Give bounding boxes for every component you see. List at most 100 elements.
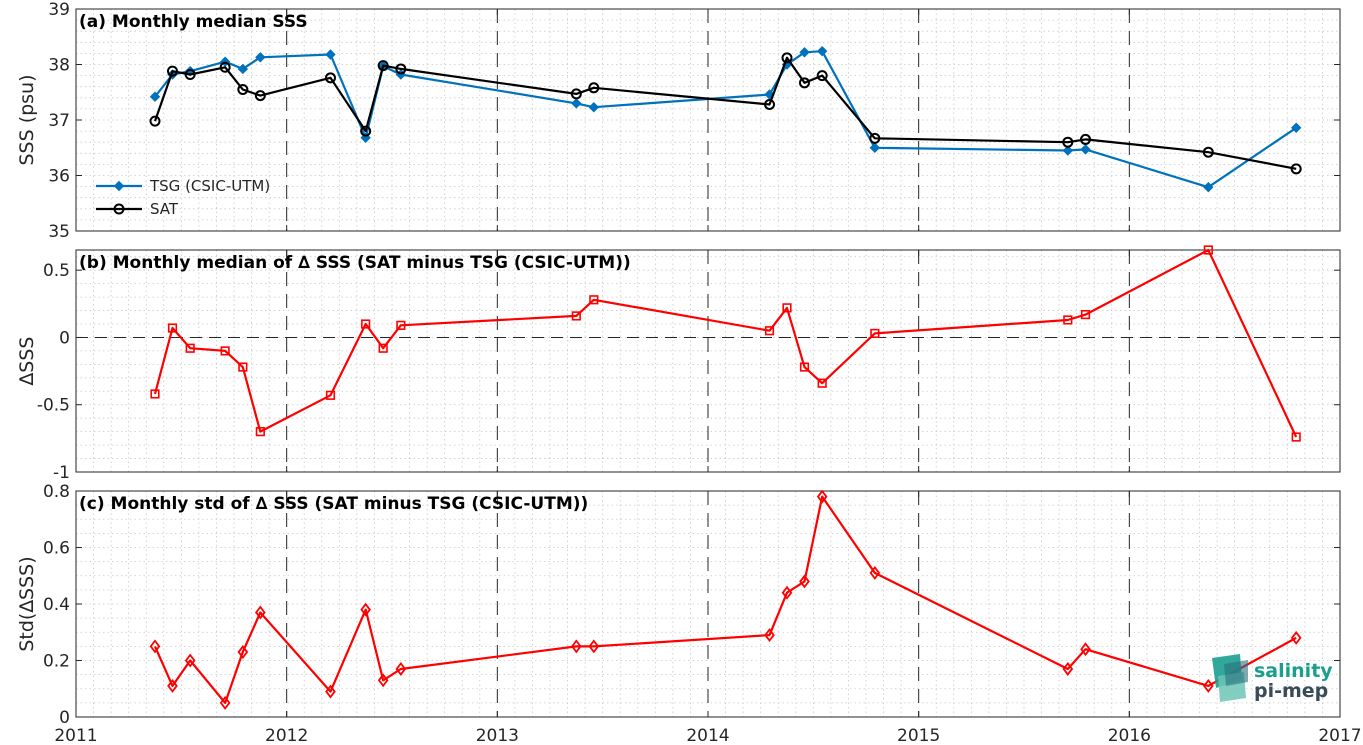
series-0: [149, 489, 1302, 710]
data-point: [219, 695, 231, 710]
data-point: [360, 125, 372, 137]
data-point: [571, 98, 582, 109]
data-point: [238, 362, 248, 372]
data-point: [149, 91, 161, 102]
data-point: [781, 52, 793, 64]
data-point: [764, 98, 776, 110]
data-point: [589, 295, 599, 305]
panel-title: (b) Monthly median of ∆ SSS (SAT minus T…: [79, 253, 631, 273]
y-tick-label: 0.6: [43, 539, 70, 559]
data-point: [798, 77, 810, 89]
legend-marker: [113, 180, 125, 192]
data-point: [324, 72, 336, 84]
legend-entry: SAT: [150, 200, 179, 218]
data-point: [219, 61, 231, 73]
data-point: [588, 82, 600, 94]
series-line: [153, 56, 1297, 170]
data-point: [588, 102, 600, 113]
data-point: [588, 639, 600, 654]
data-point: [1062, 136, 1074, 148]
data-point: [361, 319, 371, 329]
x-tick-label: 2011: [54, 726, 97, 745]
panel-a: 35 36 37 38 39 SSS (psu) (a) Monthly median SS…: [16, 0, 1341, 242]
data-point: [255, 605, 266, 620]
y-axis-label: ∆SSS: [16, 337, 38, 387]
y-tick-label: -1: [53, 463, 70, 483]
legend-marker: [113, 203, 125, 215]
y-tick-label: 0.4: [43, 595, 70, 615]
data-point: [185, 343, 195, 353]
y-tick-label: 0.5: [43, 261, 70, 281]
y-axis: 0 0.2 0.4 0.6 0.8: [43, 482, 1340, 728]
y-tick-label: 0: [59, 708, 70, 728]
y-tick-label: 36: [48, 167, 70, 187]
data-point: [1062, 661, 1074, 676]
data-point: [184, 653, 196, 668]
data-point: [1203, 678, 1214, 693]
y-tick-label: 0.2: [43, 652, 70, 672]
series-line: [153, 495, 1297, 705]
data-point: [167, 323, 178, 333]
data-point: [1080, 144, 1091, 155]
data-point: [799, 47, 810, 58]
data-point: [255, 52, 266, 63]
data-point: [237, 83, 249, 95]
data-point: [782, 303, 792, 313]
data-point: [1062, 145, 1074, 156]
year-lines: [286, 491, 1130, 717]
panel-b: -1 -0.5 0 0.5 ∆SSS (b) Monthly median of ∆ SS…: [16, 245, 1341, 483]
legend: TSG (CSIC-UTM) SAT: [96, 177, 270, 218]
data-point: [377, 673, 389, 688]
y-tick-label: 0: [59, 328, 70, 348]
y-tick-label: 37: [48, 111, 70, 131]
series-line: [153, 248, 1298, 438]
x-tick-label: 2015: [897, 726, 940, 745]
y-tick-label: 39: [48, 0, 70, 20]
data-point: [395, 661, 407, 676]
data-point: [1080, 309, 1091, 320]
data-point: [237, 63, 249, 75]
data-point: [570, 88, 582, 100]
y-axis-label: SSS (psu): [16, 74, 38, 165]
data-point: [220, 346, 230, 356]
data-point: [1203, 181, 1214, 193]
y-axis: -1 -0.5 0 0.5: [37, 261, 1340, 483]
x-tick-label: 2017: [1318, 726, 1361, 745]
data-point: [799, 362, 810, 372]
data-point: [395, 63, 407, 75]
data-point: [781, 585, 793, 600]
data-point: [254, 90, 266, 102]
data-point: [166, 65, 178, 77]
legend-entry: TSG (CSIC-UTM): [149, 177, 270, 195]
data-point: [396, 320, 406, 330]
panel-title: (c) Monthly std of ∆ SSS (SAT minus TSG …: [79, 494, 588, 514]
data-point: [149, 115, 161, 127]
data-point: [571, 311, 581, 321]
data-point: [237, 645, 249, 660]
data-point: [1202, 146, 1214, 158]
panel-title: (a) Monthly median SSS: [79, 12, 308, 32]
x-tick-label: 2016: [1108, 726, 1151, 745]
x-tick-label: 2012: [265, 726, 308, 745]
data-point: [184, 68, 196, 80]
data-point: [377, 60, 389, 72]
data-point: [360, 602, 371, 617]
data-point: [816, 45, 828, 57]
data-point: [869, 132, 881, 144]
data-point: [1063, 315, 1073, 325]
year-lines: [286, 9, 1130, 231]
data-point: [149, 639, 161, 654]
y-tick-label: 0.8: [43, 482, 70, 502]
data-point: [1290, 163, 1302, 175]
data-point: [1080, 642, 1091, 657]
data-point: [870, 328, 880, 339]
x-tick-label: 2014: [686, 726, 729, 745]
data-point: [1203, 245, 1213, 255]
data-point: [799, 574, 810, 589]
series-1: [149, 52, 1302, 175]
data-point: [764, 628, 775, 643]
logo-text-salinity: salinity: [1254, 660, 1333, 682]
data-point: [167, 678, 178, 693]
